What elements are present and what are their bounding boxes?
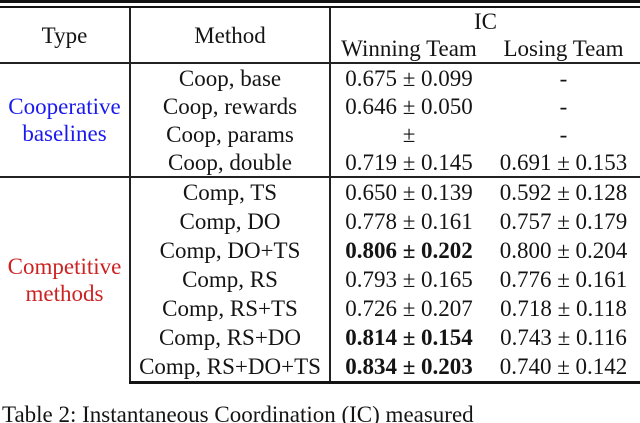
column-header-losing-team: Losing Team bbox=[487, 34, 640, 64]
section-label-competitive: Competitive methods bbox=[0, 176, 131, 383]
method-cell: Comp, DO bbox=[130, 207, 331, 236]
losing-cell: 0.800 ± 0.204 bbox=[499, 238, 628, 263]
losing-cell: - bbox=[559, 93, 568, 119]
winning-cell: 0.793 ± 0.165 bbox=[345, 267, 473, 292]
winning-cell: 0.675 ± 0.099 bbox=[345, 65, 473, 91]
method-cell: Comp, DO+TS bbox=[130, 236, 331, 265]
winning-cell: 0.646 ± 0.050 bbox=[345, 93, 473, 119]
header-row-2: Winning Team Losing Team bbox=[0, 34, 640, 64]
section-label-line: Cooperative bbox=[8, 93, 121, 119]
method-cell: Comp, TS bbox=[130, 176, 331, 207]
losing-cell: 0.718 ± 0.118 bbox=[500, 296, 627, 321]
losing-cell: 0.740 ± 0.142 bbox=[487, 352, 640, 384]
results-table: Type Method IC Winning Team Losing Team … bbox=[0, 8, 640, 384]
table-row: Coop, rewards 0.646 ± 0.050 - bbox=[0, 92, 640, 120]
table-row: Coop, double 0.719 ± 0.145 0.691 ± 0.153 bbox=[0, 148, 640, 177]
section-label-line: baselines bbox=[22, 121, 107, 146]
table-row: Competitive methods Comp, TS 0.650 ± 0.1… bbox=[0, 176, 640, 383]
column-header-type: Type bbox=[0, 8, 131, 64]
winning-cell: 0.834 ± 0.203 bbox=[330, 352, 487, 384]
table-caption: Table 2: Instantaneous Coordination (IC)… bbox=[2, 402, 474, 423]
table-row: Cooperative baselines Coop, base 0.675 ±… bbox=[0, 63, 640, 177]
section-label-cooperative: Cooperative baselines bbox=[0, 63, 131, 177]
table-row: Comp, DO+TS 0.806 ± 0.202 0.800 ± 0.204 bbox=[0, 236, 640, 265]
winning-cell: 0.778 ± 0.161 bbox=[345, 209, 473, 234]
losing-cell: 0.691 ± 0.153 bbox=[499, 149, 628, 175]
winning-cell: ± bbox=[402, 121, 416, 147]
section-label-line: methods bbox=[25, 281, 104, 307]
losing-cell: 0.592 ± 0.128 bbox=[487, 176, 640, 207]
method-cell: Comp, RS+TS bbox=[130, 294, 331, 323]
winning-cell: 0.806 ± 0.202 bbox=[345, 238, 473, 263]
column-header-winning-team: Winning Team bbox=[330, 34, 487, 64]
winning-cell: 0.719 ± 0.145 bbox=[345, 149, 473, 175]
winning-cell: 0.726 ± 0.207 bbox=[345, 296, 473, 321]
losing-cell: - bbox=[559, 65, 568, 91]
table-row: Comp, RS+TS 0.726 ± 0.207 0.718 ± 0.118 bbox=[0, 294, 640, 323]
method-cell: Coop, base bbox=[130, 63, 331, 92]
losing-cell: 0.743 ± 0.116 bbox=[500, 325, 627, 350]
table-row: Comp, RS+DO 0.814 ± 0.154 0.743 ± 0.116 bbox=[0, 323, 640, 352]
winning-cell: 0.650 ± 0.139 bbox=[330, 176, 487, 207]
method-cell: Coop, double bbox=[130, 148, 331, 177]
table-row: Comp, DO 0.778 ± 0.161 0.757 ± 0.179 bbox=[0, 207, 640, 236]
section-label-line: Competitive bbox=[7, 254, 122, 280]
table-row: Comp, RS 0.793 ± 0.165 0.776 ± 0.161 bbox=[0, 265, 640, 294]
table-row: Coop, params ± - bbox=[0, 120, 640, 148]
method-cell: Comp, RS+DO bbox=[130, 323, 331, 352]
column-header-method: Method bbox=[130, 8, 331, 64]
losing-cell: 0.776 ± 0.161 bbox=[499, 267, 628, 292]
winning-cell: 0.814 ± 0.154 bbox=[345, 325, 473, 350]
table-top-double-rule bbox=[0, 0, 640, 8]
method-cell: Coop, params bbox=[130, 120, 331, 148]
column-header-ic: IC bbox=[474, 8, 497, 34]
header-row-1: Type Method IC bbox=[0, 8, 640, 64]
table-row: Comp, RS+DO+TS 0.834 ± 0.203 0.740 ± 0.1… bbox=[0, 352, 640, 384]
losing-cell: 0.757 ± 0.179 bbox=[499, 209, 628, 234]
losing-cell: - bbox=[559, 121, 568, 147]
method-cell: Coop, rewards bbox=[130, 92, 331, 120]
method-cell: Comp, RS bbox=[130, 265, 331, 294]
method-cell: Comp, RS+DO+TS bbox=[130, 352, 331, 384]
